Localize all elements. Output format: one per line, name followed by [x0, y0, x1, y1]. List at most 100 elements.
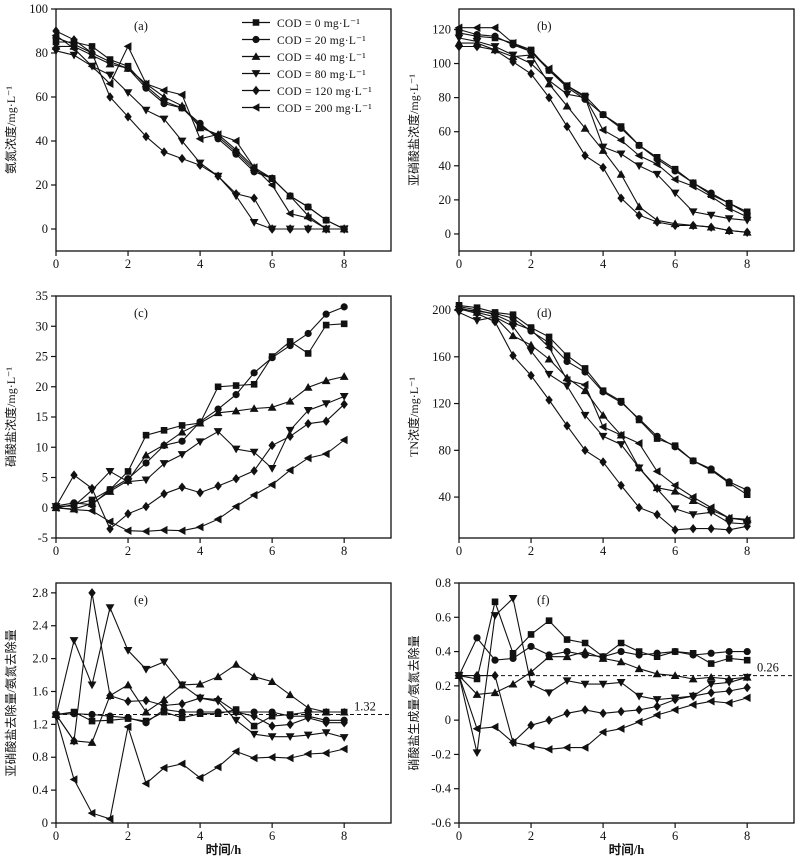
x-tick-label: 2: [125, 257, 131, 271]
y-tick-label: 100: [29, 2, 48, 16]
series-line: [55, 439, 345, 532]
chart-d-svg: 40 80 120 160 200 0 2 4 6 8 TN浓度/mg·L⁻¹ (d): [406, 295, 795, 558]
legend-item: COD = 40 mg·L⁻¹: [242, 48, 372, 65]
series-markers: [51, 372, 349, 513]
y-tick-label: 0.6: [435, 610, 451, 624]
x-tick-label: 8: [341, 829, 347, 843]
axes-box: [458, 582, 795, 824]
x-tick-label: 2: [528, 544, 534, 558]
series-markers: [52, 303, 348, 510]
y-tick-label: 0: [42, 816, 48, 830]
panel-letter: (b): [537, 19, 552, 33]
y-tick-label: 0: [445, 227, 451, 241]
chart-c-svg: -5 0 5 10 15 20 25 30 35 0 2 4 6 8 硝酸盐浓度/mg·L⁻¹ (c): [3, 289, 392, 558]
legend-marker-triangle-down: [242, 70, 270, 78]
legend-label: COD = 20 mg·L⁻¹: [277, 34, 366, 47]
series-line: [55, 716, 345, 820]
x-tick-label: 6: [672, 257, 678, 271]
series-markers: [51, 711, 348, 824]
series-line: [55, 306, 345, 507]
series-markers: [455, 305, 751, 494]
x-tick-label: 6: [269, 544, 275, 558]
y-tick-label: 2.0: [32, 652, 48, 666]
axes-box: [458, 8, 795, 252]
y-axis-label: 亚硝酸盐去除量/氨氮去除量: [3, 629, 18, 776]
legend-item: COD = 20 mg·L⁻¹: [242, 31, 372, 48]
series-markers: [455, 304, 751, 535]
y-tick-label: 80: [36, 46, 49, 60]
chart-panel-a: COD = 0 mg·L⁻¹ COD = 20 mg·L⁻¹ COD = 40 mg…: [0, 0, 403, 287]
legend-marker-triangle-up: [242, 52, 270, 60]
x-tick-label: 0: [456, 544, 462, 558]
y-tick-label: 5: [42, 471, 48, 485]
x-tick-label: 4: [600, 544, 607, 558]
y-tick-label: 200: [432, 303, 451, 317]
x-tick-label: 4: [600, 829, 607, 843]
axes-box: [55, 295, 392, 539]
series-line: [458, 308, 748, 531]
series-markers: [455, 670, 751, 748]
x-tick-label: 2: [125, 544, 131, 558]
x-tick-label: 6: [269, 829, 275, 843]
y-tick-label: 0: [42, 222, 48, 236]
legend-label: COD = 0 mg·L⁻¹: [277, 17, 361, 30]
series-line: [55, 323, 345, 509]
series-line: [55, 605, 345, 739]
y-tick-label: 0: [445, 713, 451, 727]
legend-marker-triangle-left: [242, 103, 270, 112]
x-tick-label: 8: [341, 544, 347, 558]
y-tick-label: 0.4: [435, 645, 451, 659]
x-tick-label: 0: [53, 829, 59, 843]
y-tick-label: 0: [42, 501, 48, 515]
x-axis-label: 时间/h: [609, 842, 644, 857]
y-tick-label: 40: [439, 490, 452, 504]
y-tick-label: 15: [36, 410, 49, 424]
x-tick-label: 8: [744, 544, 750, 558]
legend-item: COD = 80 mg·L⁻¹: [242, 65, 372, 82]
series-markers: [52, 705, 348, 727]
series-markers: [51, 660, 349, 746]
x-tick-label: 2: [125, 829, 131, 843]
y-tick-label: 20: [36, 178, 49, 192]
chart-e-svg: 0 0.4 0.8 1.2 1.6 2.0 2.4 2.8 0 2 4 6 8 亚硝酸盐去除量/氨氮去除量…: [3, 582, 392, 857]
y-tick-label: 20: [36, 380, 49, 394]
series-line: [55, 592, 345, 743]
x-tick-label: 0: [456, 257, 462, 271]
y-tick-label: 60: [36, 90, 49, 104]
y-tick-label: 40: [36, 134, 49, 148]
panel-letter: (a): [134, 19, 148, 33]
axes-box: [458, 295, 795, 539]
x-tick-label: 0: [53, 544, 59, 558]
x-tick-label: 6: [672, 544, 678, 558]
reference-line-label: 0.26: [757, 661, 779, 675]
y-tick-label: -5: [38, 531, 48, 545]
chart-b-svg: 0 20 40 60 80 100 120 0 2 4 6 8 亚硝酸盐浓度/mg·L⁻¹ (b): [406, 8, 795, 271]
series-markers: [455, 29, 751, 216]
x-tick-label: 0: [456, 829, 462, 843]
legend-marker-circle: [242, 35, 270, 44]
reference-line-label: 1.32: [354, 700, 376, 714]
y-tick-label: -0.6: [431, 816, 451, 830]
legend-item: COD = 200 mg·L⁻¹: [242, 99, 372, 116]
y-tick-label: 40: [439, 159, 452, 173]
legend-label: COD = 200 mg·L⁻¹: [277, 102, 372, 115]
y-tick-label: 0.4: [32, 783, 48, 797]
y-tick-label: 100: [432, 57, 451, 71]
legend-label: COD = 80 mg·L⁻¹: [277, 68, 366, 81]
y-axis-label: 硝酸盐浓度/mg·L⁻¹: [3, 367, 18, 467]
x-tick-label: 6: [672, 829, 678, 843]
y-axis-label: 氨氮浓度/mg·L⁻¹: [3, 86, 18, 174]
y-tick-label: 80: [439, 443, 452, 457]
y-tick-label: 25: [36, 350, 49, 364]
series-markers: [51, 393, 349, 511]
series-markers: [455, 41, 751, 237]
y-tick-label: 0.8: [32, 750, 48, 764]
series-line: [458, 599, 748, 680]
y-tick-label: 120: [432, 397, 451, 411]
y-tick-label: 0.8: [435, 576, 451, 590]
legend-label: COD = 120 mg·L⁻¹: [277, 85, 372, 98]
y-tick-label: 160: [432, 350, 451, 364]
chart-panel-e: 0 0.4 0.8 1.2 1.6 2.0 2.4 2.8 0 2 4 6 8 亚硝酸盐去除量/氨氮去除量…: [0, 574, 403, 862]
axes-box: [55, 8, 392, 252]
